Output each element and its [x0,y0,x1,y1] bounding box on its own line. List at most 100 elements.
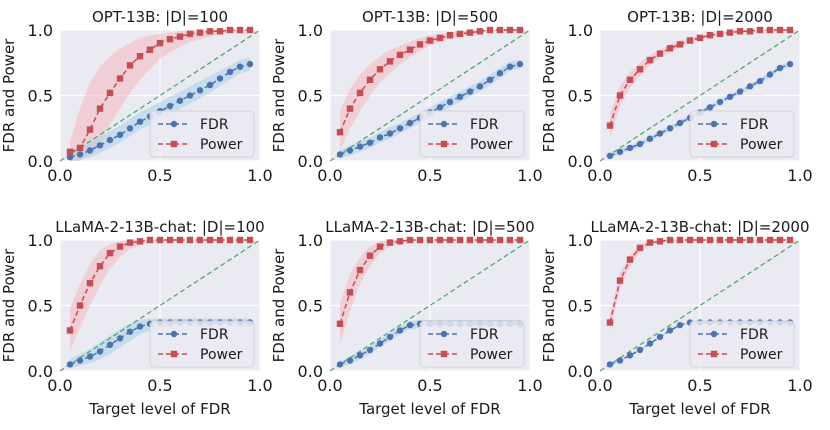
fdr-point [66,153,74,161]
x-tick-label: 0.0 [47,376,72,395]
power-point [436,236,444,244]
fdr-point [186,92,194,99]
power-point [66,148,74,155]
power-confidence-band [340,30,520,151]
power-point [686,236,694,244]
fdr-point [766,71,774,78]
y-tick-label: 0.5 [28,87,53,106]
panel-title: LLaMA-2-13B-chat: |D|=2000 [591,218,810,236]
legend-fdr-label: FDR [200,117,229,133]
fdr-point [636,346,644,354]
power-point [636,244,644,252]
fdr-point [66,361,74,368]
legend-power-marker [170,350,178,358]
power-point [636,66,644,73]
fdr-point [626,144,634,152]
power-point [96,105,104,112]
power-point [506,26,514,34]
fdr-point [116,131,124,138]
fdr-point [676,119,684,127]
power-point [226,26,234,34]
legend-fdr-label: FDR [740,117,769,133]
power-point [76,144,84,152]
power-point [646,239,654,246]
power-point [386,239,394,246]
power-point [406,46,414,53]
power-point [106,89,114,97]
power-point [686,37,694,44]
power-point [136,53,144,60]
x-tick-label: 1.0 [787,376,812,395]
power-point [656,50,664,57]
legend-power-marker [170,140,178,148]
power-point [136,238,144,245]
fdr-point [106,136,114,144]
power-point [746,236,754,244]
fdr-point [516,60,524,68]
fdr-point [406,119,414,127]
x-tick-label: 1.0 [517,376,542,395]
y-tick-label: 0.0 [28,152,53,171]
y-tick-label: 0.5 [568,87,593,106]
x-tick-label: 1.0 [247,376,272,395]
fdr-point [116,335,124,342]
legend-power-label: Power [470,137,513,153]
fdr-point [196,87,204,94]
fdr-point [376,134,384,141]
power-point [786,236,794,244]
power-point [666,45,674,52]
power-point [66,327,74,334]
y-tick-label: 0.5 [568,297,593,316]
power-point [466,236,474,244]
legend-power-label: Power [200,347,243,363]
fdr-point [226,68,234,76]
panel-2: FDR Power OPT-13B: |D|=500 0.0 0.5 1.0 0.0 0.5 1… [270,8,543,185]
fdr-point [376,340,384,347]
panel-title: LLaMA-2-13B-chat: |D|=500 [325,218,534,236]
power-point [376,243,384,250]
power-point [676,41,684,48]
power-point [456,236,464,244]
fdr-point [366,139,374,146]
panel-title: OPT-13B: |D|=100 [92,8,228,26]
x-tick-label: 0.5 [147,376,172,395]
y-tick-label: 0.0 [568,152,593,171]
power-point [496,236,504,244]
fdr-point [646,135,654,142]
fdr-point [96,142,104,149]
y-tick-label: 1.0 [28,231,53,250]
fdr-point [76,357,84,364]
power-point [716,236,724,244]
power-point [156,39,164,47]
power-point [86,280,94,287]
x-tick-label: 0.5 [417,376,442,395]
panel-title: OPT-13B: |D|=500 [362,8,498,26]
power-point [506,236,514,244]
power-point [436,34,444,42]
x-axis-label: Target level of FDR [358,400,500,418]
fdr-point [336,151,344,158]
legend-fdr-marker [170,120,178,128]
power-point [166,36,174,43]
power-point [116,243,124,250]
y-tick-label: 0.0 [298,152,323,171]
y-tick-label: 1.0 [298,21,323,40]
power-point [476,28,484,35]
power-point [226,236,234,244]
fdr-point [606,361,614,368]
power-point [616,92,624,99]
fdr-point [746,83,754,90]
fdr-point [86,147,94,154]
power-confidence-band [70,30,250,161]
y-axis-label: FDR and Power [0,38,18,153]
power-point [446,236,454,244]
legend-power-label: Power [200,137,243,153]
fdr-point [106,341,114,348]
power-point [246,26,254,34]
power-point [126,62,134,69]
power-point [186,236,194,244]
legend-power-marker [710,350,718,358]
fdr-point [616,148,624,155]
y-axis-label: FDR and Power [270,38,288,153]
